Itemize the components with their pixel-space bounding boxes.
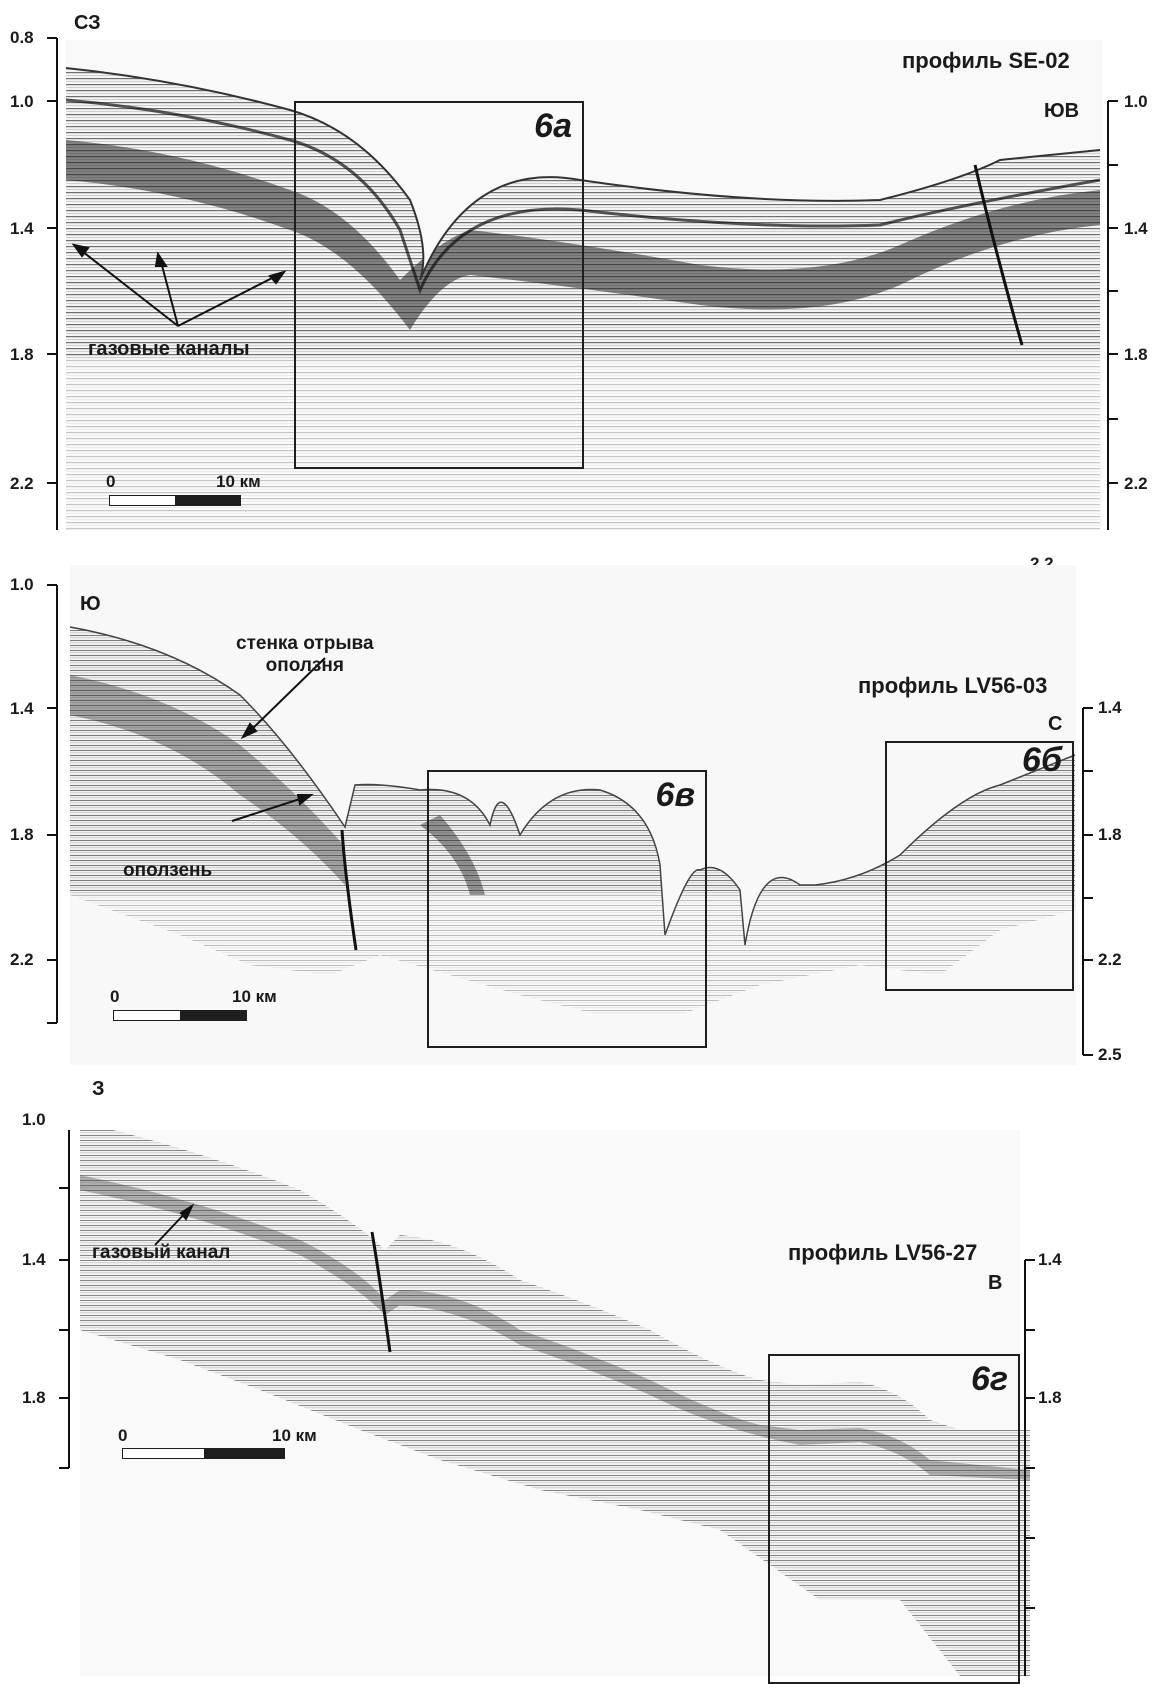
scale-bar bbox=[122, 1448, 285, 1459]
seismic-panel-lv5603: 1.0 1.4 1.8 2.2 1.4 1.8 2.2 2.5 Ю профил… bbox=[0, 535, 1164, 1080]
scale-bar bbox=[113, 1010, 247, 1021]
annotation-scarp: стенка отрыва оползня bbox=[236, 633, 374, 676]
tick-left-0: 1.0 bbox=[22, 1110, 46, 1129]
direction-left: З bbox=[92, 1078, 105, 1100]
tick-left-2: 1.8 bbox=[10, 825, 34, 844]
fault-line bbox=[340, 829, 358, 951]
tick-right-0: 1.4 bbox=[1038, 1250, 1062, 1269]
tick-right-2: 2.2 bbox=[1098, 950, 1122, 969]
tick-left-2: 1.8 bbox=[22, 1388, 46, 1407]
seismic-panel-se02: СЗ профиль SE-02 ЮВ 0.8 1.0 1.4 1.8 2.2 … bbox=[0, 0, 1164, 573]
inset-box-6a: 6а bbox=[294, 101, 584, 469]
scale-end: 10 км bbox=[216, 472, 261, 491]
inset-label-6a: 6а bbox=[534, 107, 572, 145]
scale-zero: 0 bbox=[110, 987, 120, 1006]
tick-right-0: 1.0 bbox=[1124, 92, 1148, 111]
seismic-section-lv5603 bbox=[47, 565, 1093, 1065]
tick-right-3: 2.5 bbox=[1098, 1045, 1122, 1064]
gas-channel-arrows bbox=[71, 243, 287, 327]
direction-left: СЗ bbox=[74, 12, 101, 34]
tick-left-1: 1.4 bbox=[22, 1250, 46, 1269]
annotation-arrows bbox=[231, 657, 326, 822]
fault-line bbox=[370, 1231, 392, 1353]
inset-box-6v: 6в bbox=[427, 770, 707, 1048]
tick-right-3: 2.2 bbox=[1124, 474, 1148, 493]
direction-right: В bbox=[988, 1272, 1003, 1294]
right-depth-axis bbox=[1024, 1259, 1035, 1676]
right-depth-axis bbox=[1107, 100, 1118, 530]
direction-right: С bbox=[1048, 713, 1063, 735]
tick-left-1: 1.0 bbox=[10, 92, 34, 111]
tick-right-1: 1.8 bbox=[1098, 825, 1122, 844]
seismic-section-lv5627 bbox=[59, 1130, 1035, 1676]
tick-right-1: 1.8 bbox=[1038, 1388, 1062, 1407]
tick-right-2: 1.8 bbox=[1124, 345, 1148, 364]
seismic-panel-lv5627: З 1.0 1.4 1.8 1.4 1.8 профиль LV56-27 В … bbox=[0, 1078, 1164, 1684]
profile-title: профиль SE-02 bbox=[902, 48, 1070, 73]
direction-right: ЮВ bbox=[1044, 100, 1080, 122]
left-depth-axis bbox=[47, 37, 58, 530]
tick-left-0: 1.0 bbox=[10, 575, 34, 594]
left-depth-axis bbox=[47, 584, 58, 1024]
tick-left-0: 0.8 bbox=[10, 28, 34, 47]
inset-box-6g: 6г bbox=[768, 1354, 1020, 1684]
annotation-gas-channel: газовый канал bbox=[92, 1242, 231, 1263]
scale-zero: 0 bbox=[106, 472, 116, 491]
gas-channel-arrow bbox=[154, 1203, 195, 1246]
inset-label-6v: 6в bbox=[655, 776, 695, 814]
right-depth-axis bbox=[1082, 707, 1093, 1056]
inset-box-6b: 6б bbox=[885, 741, 1074, 991]
tick-left-2: 1.4 bbox=[10, 219, 34, 238]
profile-title: профиль LV56-03 bbox=[858, 673, 1048, 698]
scale-end: 10 км bbox=[232, 987, 277, 1006]
tick-right-1: 1.4 bbox=[1124, 219, 1148, 238]
tick-left-3: 2.2 bbox=[10, 950, 34, 969]
tick-left-4: 2.2 bbox=[10, 474, 34, 493]
scale-bar bbox=[109, 495, 241, 506]
tick-right-0: 1.4 bbox=[1098, 698, 1122, 717]
direction-left: Ю bbox=[80, 593, 101, 615]
tick-left-1: 1.4 bbox=[10, 699, 34, 718]
inset-label-6b: 6б bbox=[1022, 741, 1062, 779]
fault-line bbox=[973, 164, 1024, 346]
scale-end: 10 км bbox=[272, 1426, 317, 1445]
left-depth-axis bbox=[59, 1130, 70, 1469]
inset-label-6g: 6г bbox=[970, 1360, 1008, 1398]
scale-zero: 0 bbox=[118, 1426, 128, 1445]
tick-left-3: 1.8 bbox=[10, 345, 34, 364]
annotation-gas-channels: газовые каналы bbox=[88, 338, 250, 360]
profile-title: профиль LV56-27 bbox=[788, 1240, 978, 1265]
annotation-landslide: оползень bbox=[123, 860, 213, 881]
